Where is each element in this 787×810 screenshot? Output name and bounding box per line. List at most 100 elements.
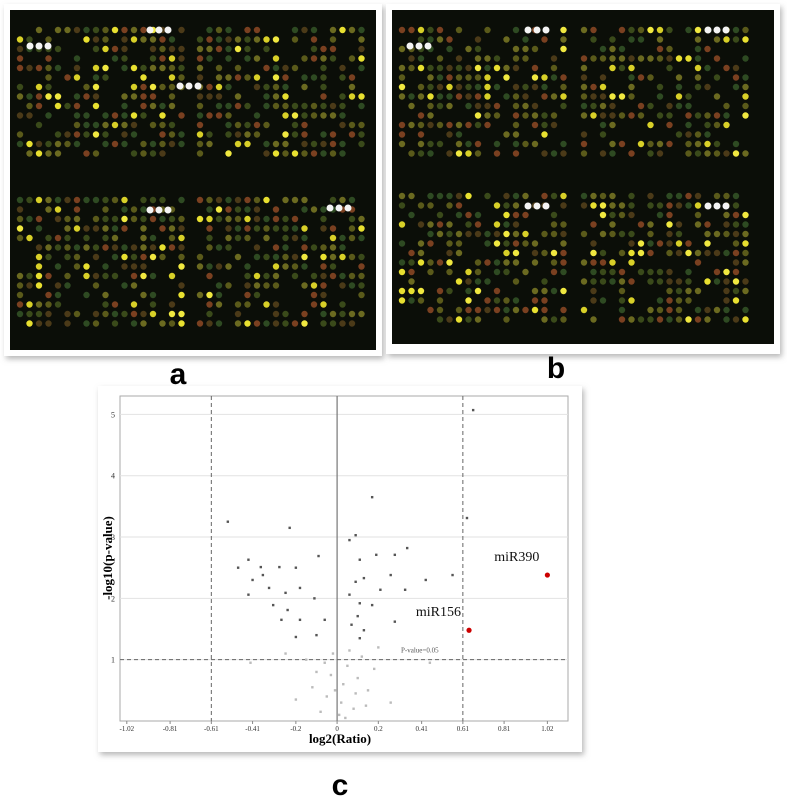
point xyxy=(354,533,357,537)
array-spot xyxy=(742,259,749,266)
array-spot xyxy=(159,244,166,251)
array-spot xyxy=(26,282,33,289)
array-spot xyxy=(64,253,71,261)
array-spot xyxy=(666,102,673,110)
array-spot xyxy=(272,150,280,157)
array-spot xyxy=(358,140,365,148)
array-spot xyxy=(234,196,242,204)
control-spot xyxy=(326,204,334,212)
array-spot xyxy=(73,93,81,100)
array-spot xyxy=(685,268,692,276)
array-spot xyxy=(417,36,425,43)
array-spot xyxy=(417,55,425,62)
array-spot xyxy=(121,55,128,62)
array-spot xyxy=(54,131,62,138)
x-tick-label: 0.41 xyxy=(415,725,428,733)
array-spot xyxy=(742,93,749,100)
array-spot xyxy=(130,150,138,157)
array-spot xyxy=(427,26,434,34)
array-spot xyxy=(628,278,635,285)
array-spot xyxy=(493,150,501,157)
array-spot xyxy=(417,26,425,34)
array-spot xyxy=(732,202,740,209)
array-spot xyxy=(244,140,251,148)
array-spot xyxy=(196,140,204,148)
array-spot xyxy=(713,268,721,276)
array-spot xyxy=(417,221,425,228)
array-spot xyxy=(358,55,365,62)
array-spot xyxy=(599,55,607,62)
array-spot xyxy=(618,230,626,238)
array-spot xyxy=(398,297,406,304)
array-spot xyxy=(446,83,453,91)
array-spot xyxy=(666,287,673,295)
control-spot xyxy=(424,42,432,50)
control-spot xyxy=(704,26,712,34)
point xyxy=(342,683,345,686)
array-spot xyxy=(45,244,52,251)
array-spot xyxy=(694,316,702,323)
array-spot xyxy=(83,225,90,232)
array-spot xyxy=(121,310,128,318)
array-spot xyxy=(493,140,501,148)
array-spot xyxy=(64,26,71,34)
array-spot xyxy=(484,259,491,266)
point xyxy=(358,637,361,640)
array-spot xyxy=(54,282,62,289)
array-spot xyxy=(140,244,147,251)
array-spot xyxy=(102,74,109,81)
array-spot xyxy=(178,131,185,138)
array-spot xyxy=(465,121,472,129)
array-spot xyxy=(301,83,308,91)
array-spot xyxy=(398,74,406,81)
array-spot xyxy=(92,196,100,204)
array-spot xyxy=(484,240,491,247)
array-spot xyxy=(656,45,664,53)
array-spot xyxy=(427,230,434,238)
point xyxy=(471,408,475,412)
array-spot xyxy=(455,211,463,219)
array-spot xyxy=(339,112,346,119)
array-spot xyxy=(512,140,520,148)
array-spot xyxy=(339,64,346,72)
array-spot xyxy=(92,282,100,289)
array-spot xyxy=(493,55,501,62)
array-spot xyxy=(408,102,415,110)
array-spot xyxy=(215,102,223,110)
point xyxy=(348,538,351,542)
array-spot xyxy=(130,272,138,280)
array-spot xyxy=(291,225,299,232)
array-spot xyxy=(54,140,62,148)
array-spot xyxy=(64,74,71,81)
array-spot xyxy=(704,240,711,247)
array-spot xyxy=(244,301,251,308)
array-spot xyxy=(130,206,138,213)
point xyxy=(403,588,407,591)
point xyxy=(393,553,397,557)
control-spot xyxy=(524,202,532,210)
array-spot xyxy=(358,225,365,232)
array-spot xyxy=(73,140,81,148)
array-spot xyxy=(522,240,529,247)
array-spot xyxy=(16,64,24,72)
array-spot xyxy=(272,272,280,280)
array-spot xyxy=(320,206,327,213)
array-spot xyxy=(310,74,318,81)
array-spot xyxy=(455,74,463,81)
array-spot xyxy=(121,215,128,223)
array-spot xyxy=(358,291,365,299)
array-spot xyxy=(320,150,327,157)
array-spot xyxy=(713,74,721,81)
array-spot xyxy=(656,297,664,304)
array-spot xyxy=(590,297,597,304)
array-spot xyxy=(310,26,318,34)
array-spot xyxy=(675,93,683,100)
array-spot xyxy=(560,26,567,34)
array-spot xyxy=(599,249,607,257)
array-spots xyxy=(16,26,749,327)
array-spot xyxy=(723,278,730,285)
array-spot xyxy=(92,83,100,91)
array-spot xyxy=(263,140,270,148)
array-spot xyxy=(455,64,463,72)
array-spot xyxy=(329,102,337,110)
